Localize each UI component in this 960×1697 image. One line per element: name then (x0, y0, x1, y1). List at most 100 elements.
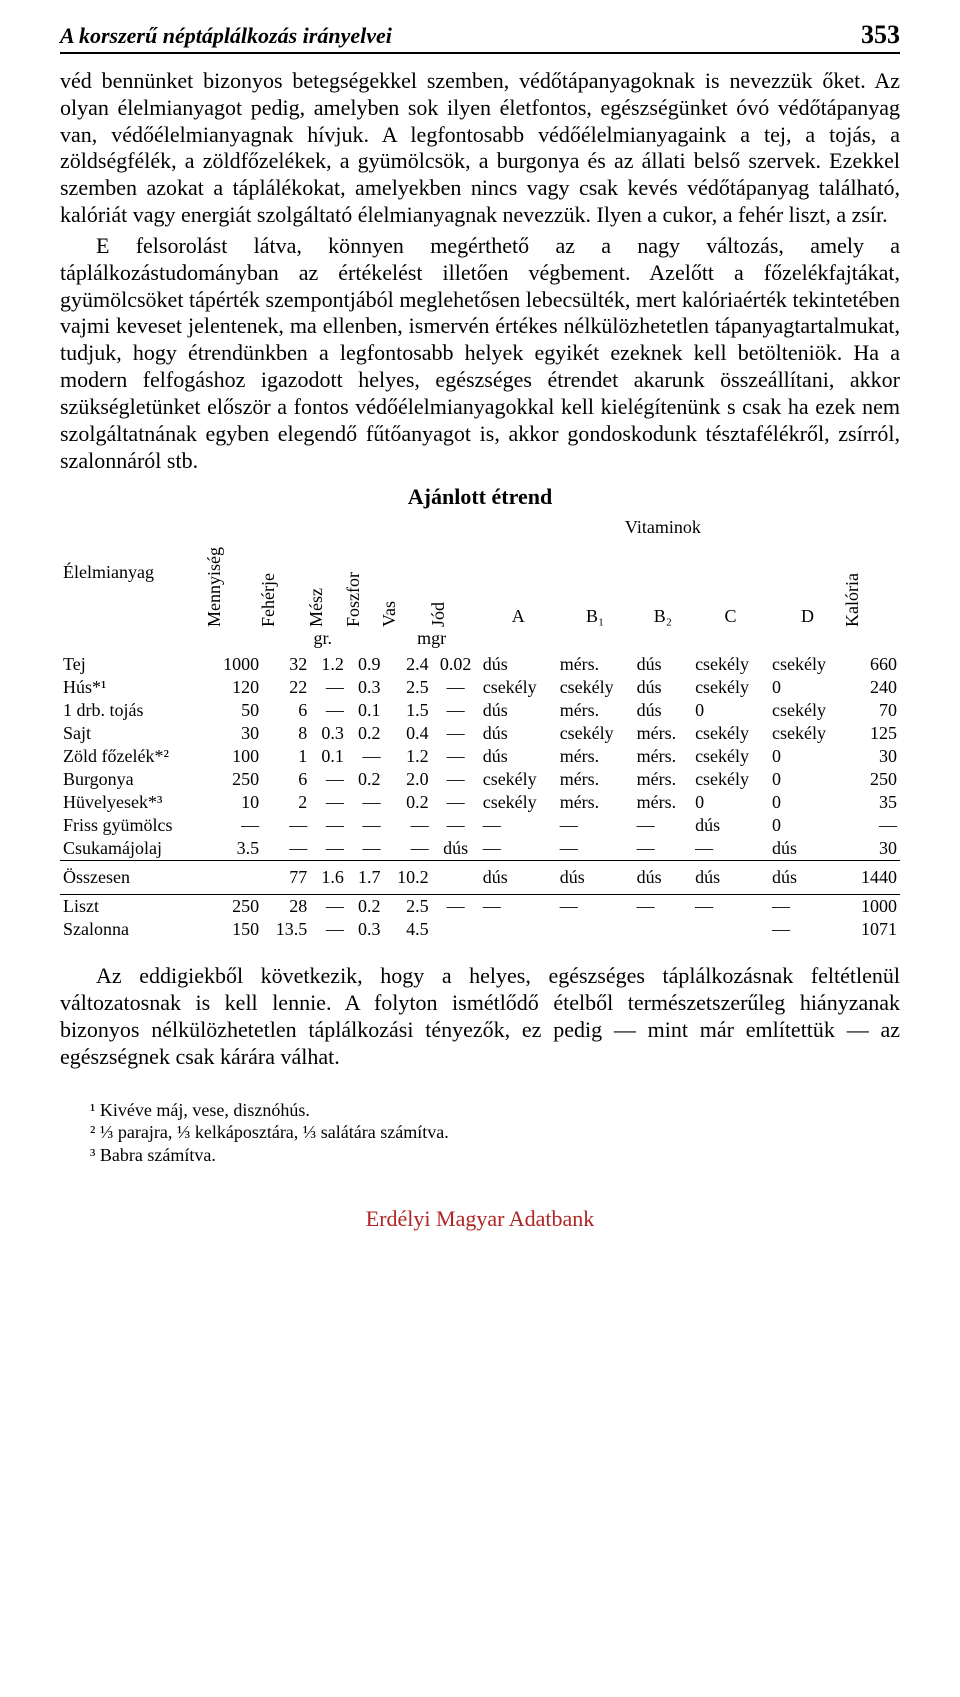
cell-iod: — (432, 722, 480, 745)
cell-B2: mérs. (634, 745, 692, 768)
cell-lime: 0.1 (310, 745, 347, 768)
cell-lime: 1.2 (310, 653, 347, 676)
running-header: A korszerű néptáplálkozás irányelvei 353 (60, 20, 900, 54)
footer-credit: Erdélyi Magyar Adatbank (60, 1206, 900, 1232)
cell-phos: 0.2 (347, 895, 384, 919)
cell-A: — (480, 837, 557, 861)
col-iod: Jód (432, 516, 480, 628)
cell-C: csekély (692, 768, 769, 791)
cell-D: csekély (769, 699, 846, 722)
cell-lime: — (310, 837, 347, 861)
col-vitB1: B₁ (557, 576, 634, 629)
cell-name: Liszt (60, 895, 208, 919)
cell-lime: — (310, 791, 347, 814)
cell-D: 0 (769, 768, 846, 791)
cell-C: 0 (692, 699, 769, 722)
cell-D: 0 (769, 676, 846, 699)
cell-C: 0 (692, 791, 769, 814)
cell-A: dús (480, 745, 557, 768)
table-row: Hüvelyesek*³ 10 2 — — 0.2 — csekély mérs… (60, 791, 900, 814)
cell-qty: 250 (208, 895, 262, 919)
cell-qty: — (208, 814, 262, 837)
footnotes: ¹ Kivéve máj, vese, disznóhús. ² ⅓ paraj… (60, 1099, 900, 1167)
cell-iod: — (432, 895, 480, 919)
cell-name: Friss gyümölcs (60, 814, 208, 837)
cell-phos: 0.2 (347, 768, 384, 791)
cell-iron: 2.0 (383, 768, 431, 791)
cell-C: dús (692, 814, 769, 837)
cell-name: Sajt (60, 722, 208, 745)
cell-protein: 6 (262, 768, 310, 791)
cell-D: 0 (769, 814, 846, 837)
cell-B1: mérs. (557, 699, 634, 722)
cell-iron: — (383, 837, 431, 861)
cell-protein: 32 (262, 653, 310, 676)
cell-iron: 2.5 (383, 895, 431, 919)
cell-phos: 0.3 (347, 676, 384, 699)
cell-phos: — (347, 837, 384, 861)
cell-name: Szalonna (60, 918, 208, 941)
cell-A: dús (480, 653, 557, 676)
cell-A: csekély (480, 791, 557, 814)
cell-kcal: 1071 (846, 918, 900, 941)
cell-B1: mérs. (557, 653, 634, 676)
cell-iron: 0.4 (383, 722, 431, 745)
cell-D: 0 (769, 745, 846, 768)
cell-C: csekély (692, 653, 769, 676)
cell-iod: — (432, 768, 480, 791)
cell-B1: — (557, 895, 634, 919)
cell-B1: csekély (557, 722, 634, 745)
cell-lime: — (310, 895, 347, 919)
cell-C: csekély (692, 722, 769, 745)
table-row: Csukamájolaj 3.5 — — — — dús — — — — dús… (60, 837, 900, 861)
cell-B1: — (557, 837, 634, 861)
cell-phos: — (347, 791, 384, 814)
paragraph-2: E felsorolást látva, könnyen megérthető … (60, 233, 900, 474)
cell-C: csekély (692, 676, 769, 699)
unit-gr: gr. (262, 628, 383, 653)
cell-kcal: — (846, 814, 900, 837)
cell-A: csekély (480, 768, 557, 791)
cell-lime: 0.3 (310, 722, 347, 745)
cell-qty: 100 (208, 745, 262, 768)
cell-iron: 4.5 (383, 918, 431, 941)
footnote-1: ¹ Kivéve máj, vese, disznóhús. (60, 1099, 900, 1122)
cell-C: csekély (692, 745, 769, 768)
cell-D: dús (769, 837, 846, 861)
col-vitD: D (769, 576, 846, 629)
cell-protein: 22 (262, 676, 310, 699)
cell-iron: 1.5 (383, 699, 431, 722)
cell-D: csekély (769, 653, 846, 676)
cell-iod: — (432, 791, 480, 814)
cell-A: dús (480, 722, 557, 745)
col-protein: Fehérje (262, 516, 310, 628)
cell-protein: — (262, 814, 310, 837)
table-row: Sajt 30 8 0.3 0.2 0.4 — dús csekély mérs… (60, 722, 900, 745)
cell-B2: dús (634, 653, 692, 676)
cell-kcal: 1000 (846, 895, 900, 919)
col-phos: Foszfor (347, 516, 384, 628)
cell-A: — (480, 814, 557, 837)
cell-B2: — (634, 837, 692, 861)
page: A korszerű néptáplálkozás irányelvei 353… (0, 0, 960, 1272)
cell-qty: 1000 (208, 653, 262, 676)
cell-phos: — (347, 745, 384, 768)
cell-B2: mérs. (634, 791, 692, 814)
cell-iod: — (432, 699, 480, 722)
cell-iron: 2.4 (383, 653, 431, 676)
cell-name: 1 drb. tojás (60, 699, 208, 722)
cell-A: csekély (480, 676, 557, 699)
cell-iod: — (432, 745, 480, 768)
col-food: Élelmianyag (60, 516, 208, 628)
cell-D: 0 (769, 791, 846, 814)
nutrition-table: Élelmianyag Mennyiség Fehérje Mész Foszf… (60, 516, 900, 941)
cell-lime: — (310, 768, 347, 791)
cell-phos: — (347, 814, 384, 837)
cell-lime: — (310, 699, 347, 722)
cell-phos: 0.9 (347, 653, 384, 676)
cell-iron: 1.2 (383, 745, 431, 768)
cell-protein: 2 (262, 791, 310, 814)
cell-iod: 0.02 (432, 653, 480, 676)
running-title: A korszerű néptáplálkozás irányelvei (60, 23, 392, 49)
cell-iod: — (432, 814, 480, 837)
